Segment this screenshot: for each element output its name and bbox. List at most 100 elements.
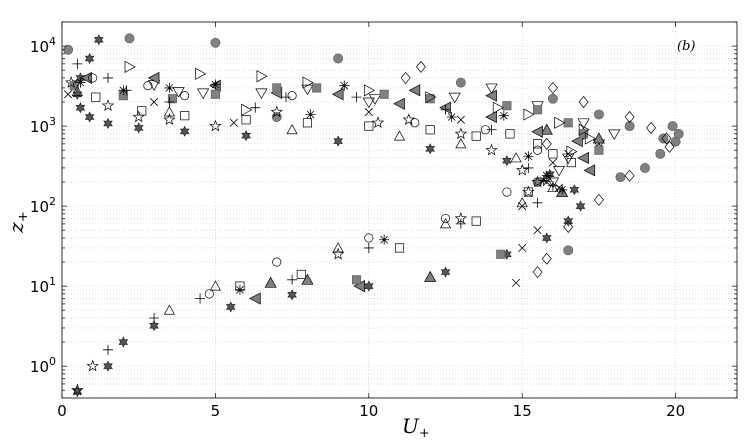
star-marker	[132, 110, 145, 123]
triangle-filled-marker	[540, 123, 553, 135]
circle-filled-marker	[624, 121, 635, 132]
triangle-up-marker	[71, 85, 83, 96]
diamond-marker	[624, 110, 635, 124]
triangle-up-marker	[209, 280, 222, 291]
x-tick-label: 0	[57, 402, 67, 420]
triangle-down-marker	[172, 87, 185, 98]
triangle-right-marker	[241, 103, 253, 116]
triangle-right-marker	[492, 101, 504, 114]
triangle-filled-marker	[264, 276, 277, 288]
triangle-up-marker	[541, 171, 553, 182]
plus-marker	[164, 97, 175, 108]
triangle-up-marker	[547, 181, 559, 193]
square-open-marker	[533, 139, 543, 149]
cross-marker	[518, 243, 527, 253]
square-filled-marker	[167, 94, 178, 104]
asterisk-marker	[557, 184, 568, 195]
cross-marker	[518, 202, 527, 211]
hexagram-marker	[440, 266, 451, 278]
y-tick-label-exponent: 3	[49, 115, 56, 128]
cross-marker	[64, 90, 73, 99]
square-filled-marker	[533, 105, 543, 115]
plus-marker	[121, 85, 132, 96]
plus-marker	[440, 104, 451, 115]
star-marker	[270, 105, 283, 118]
triangle-right-marker	[425, 91, 437, 104]
circle-filled-marker	[271, 112, 282, 122]
circle-open-marker	[180, 91, 190, 101]
data-markers	[63, 33, 684, 398]
square-open-marker	[302, 118, 313, 128]
square-filled-marker	[594, 145, 604, 155]
triangle-up-marker	[332, 242, 344, 253]
circle-open-marker	[143, 81, 153, 91]
triangle-right-marker	[566, 145, 578, 158]
asterisk-marker	[498, 110, 509, 121]
x-tick-label: 20	[666, 402, 685, 420]
diamond-marker	[547, 81, 558, 94]
square-open-marker	[505, 129, 515, 139]
square-open-marker	[523, 187, 533, 197]
triangle-down-marker	[368, 94, 382, 105]
square-filled-marker	[351, 275, 362, 285]
square-open-marker	[425, 125, 435, 135]
circle-filled-marker	[593, 109, 604, 120]
triangle-right-marker	[302, 76, 314, 89]
plus-marker	[351, 92, 362, 103]
circle-filled-marker	[547, 93, 558, 104]
y-tick-label-exponent: 1	[49, 275, 56, 288]
diamond-marker	[532, 265, 543, 279]
circle-filled-marker	[658, 133, 669, 144]
diamond-marker	[578, 95, 589, 109]
square-filled-marker	[496, 249, 506, 259]
triangle-left-filled-marker	[80, 71, 92, 85]
star-marker	[163, 113, 176, 126]
y-tick-label-exponent: 2	[49, 195, 56, 208]
triangle-down-marker	[301, 84, 314, 96]
plus-marker	[523, 162, 534, 173]
triangle-left-filled-marker	[147, 71, 160, 85]
x-axis-title: U+	[402, 414, 430, 441]
cross-marker	[149, 97, 159, 107]
y-tick-label-exponent: 4	[49, 35, 56, 48]
triangle-filled-marker	[301, 273, 314, 285]
triangle-up-marker	[455, 138, 467, 149]
circle-open-marker	[88, 73, 98, 83]
x-tick-label: 15	[513, 402, 532, 420]
triangle-left-filled-marker	[393, 97, 405, 110]
square-open-marker	[548, 149, 558, 159]
triangle-left-filled-marker	[408, 84, 421, 97]
cross-marker	[456, 115, 465, 124]
triangle-left-filled-marker	[531, 125, 543, 138]
x-axis-title-main: U	[402, 414, 420, 438]
square-filled-marker	[272, 83, 282, 93]
hexagram-marker	[363, 280, 374, 292]
triangle-filled-marker	[424, 270, 437, 282]
asterisk-marker	[75, 77, 86, 88]
star-marker	[71, 383, 84, 396]
star-marker	[209, 119, 222, 132]
hexagram-marker	[179, 125, 190, 137]
plus-marker	[103, 344, 114, 355]
circle-filled-marker	[124, 33, 135, 44]
square-filled-marker	[312, 83, 322, 93]
circle-open-marker	[410, 118, 420, 128]
circle-filled-marker	[655, 148, 666, 159]
triangle-left-filled-marker	[485, 110, 497, 124]
triangle-right-marker	[124, 60, 136, 73]
circle-filled-marker	[563, 245, 574, 256]
hexagram-marker	[133, 122, 144, 134]
cross-marker	[512, 278, 521, 287]
triangle-right-marker	[578, 123, 590, 136]
triangle-down-marker	[197, 88, 210, 100]
diamond-marker	[541, 252, 552, 265]
plus-marker	[195, 293, 206, 304]
star-marker	[454, 127, 468, 140]
triangle-up-marker	[286, 124, 298, 135]
hexagram-marker	[72, 88, 83, 100]
triangle-left-filled-marker	[583, 164, 596, 177]
square-open-marker	[91, 92, 101, 102]
y-axis-title-main: z	[4, 222, 28, 234]
